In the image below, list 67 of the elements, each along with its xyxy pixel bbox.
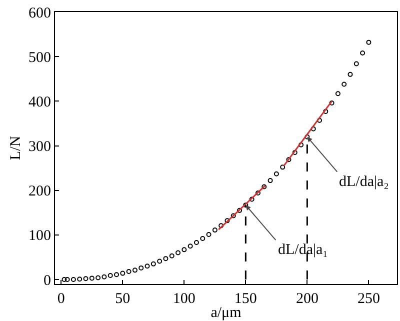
x-tick-label: 150: [234, 291, 257, 307]
point: [188, 244, 193, 249]
x-tick-label: 250: [357, 291, 380, 307]
point: [237, 208, 242, 213]
y-tick-label: 400: [28, 94, 51, 110]
y-tick-label: 600: [28, 5, 51, 22]
point: [182, 247, 187, 252]
point: [274, 171, 279, 176]
y-tick-label: 100: [28, 228, 51, 244]
point: [114, 272, 120, 278]
y-tick-label: 0: [44, 272, 51, 289]
point: [268, 178, 273, 184]
point: [138, 265, 144, 270]
point: [150, 261, 156, 266]
point: [354, 61, 359, 66]
annotation: dL/da|a₁: [278, 242, 328, 258]
point: [262, 184, 267, 190]
point: [108, 273, 113, 278]
x-tick-label: 200: [296, 291, 318, 307]
y-axis-title: L/N: [8, 136, 24, 160]
point: [163, 256, 168, 262]
point: [70, 277, 76, 282]
point: [83, 276, 88, 282]
point: [89, 276, 94, 281]
point: [249, 196, 254, 202]
point: [206, 232, 212, 237]
annotation: dL/da|a₂: [339, 174, 389, 190]
point: [126, 269, 132, 274]
point: [366, 40, 372, 45]
x-axis-title: a/μm: [210, 305, 242, 321]
point: [96, 275, 101, 280]
point: [286, 157, 292, 162]
point: [102, 274, 107, 280]
point: [120, 270, 126, 276]
point: [176, 250, 181, 256]
point: [212, 228, 218, 233]
point: [329, 100, 334, 106]
point: [335, 91, 340, 96]
point: [348, 72, 353, 77]
point: [342, 82, 347, 87]
point: [144, 264, 150, 269]
point: [243, 202, 248, 208]
point: [218, 223, 224, 228]
point: [298, 142, 304, 148]
point: [157, 258, 162, 264]
point: [280, 164, 286, 170]
point: [194, 240, 199, 246]
point: [304, 134, 310, 140]
point: [200, 236, 206, 242]
point: [224, 218, 230, 224]
x-tick-label: 0: [57, 291, 65, 307]
point: [230, 213, 236, 218]
point: [317, 118, 322, 123]
point: [360, 50, 366, 56]
x-tick-label: 100: [172, 291, 196, 307]
y-tick-label: 500: [28, 50, 51, 66]
point: [310, 126, 316, 132]
point: [323, 108, 328, 114]
point: [77, 276, 82, 282]
y-tick-label: 300: [28, 139, 51, 156]
point: [169, 253, 174, 258]
point: [64, 277, 70, 282]
x-tick-label: 50: [115, 291, 130, 307]
y-tick-label: 200: [28, 184, 51, 200]
point: [255, 190, 260, 196]
point: [132, 268, 138, 273]
point: [292, 150, 298, 155]
